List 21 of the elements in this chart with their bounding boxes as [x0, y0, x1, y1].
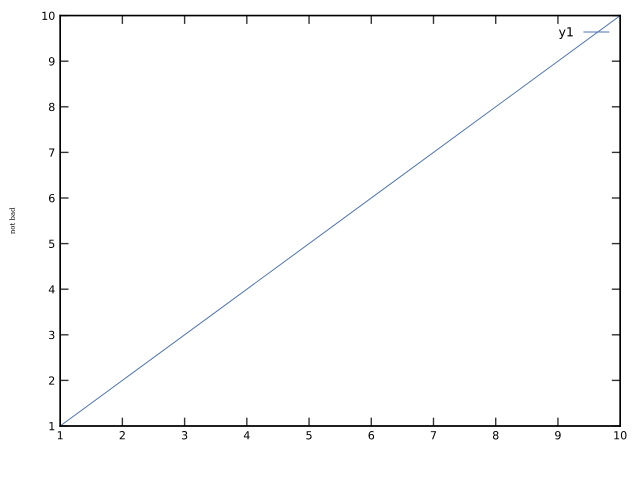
y-tick-label: 8 — [48, 102, 55, 112]
y-tick-label: 6 — [49, 194, 55, 202]
y-tick-label: 7 — [49, 148, 54, 157]
legend-label: y1 — [558, 27, 573, 39]
x-tick-label: 4 — [244, 431, 250, 440]
x-tick-label: 7 — [430, 431, 436, 440]
x-tick-label: 5 — [306, 431, 312, 440]
x-tick-label: 2 — [120, 431, 125, 440]
y-tick-label: 1 — [49, 422, 54, 430]
y-tick-label: 10 — [42, 12, 55, 20]
x-tick-label: 3 — [182, 431, 188, 440]
x-tick-label: 9 — [555, 431, 561, 440]
y-tick-label: 3 — [49, 330, 54, 340]
y-tick-label: 4 — [48, 285, 55, 294]
x-tick-label: 10 — [614, 431, 626, 440]
y-tick-label: 5 — [49, 240, 54, 248]
y-tick-label: 9 — [48, 57, 55, 66]
y-tick-label: 2 — [49, 376, 54, 385]
x-tick-label: 6 — [368, 431, 374, 440]
x-tick-label: 8 — [492, 431, 498, 440]
x-tick-label: 1 — [58, 431, 63, 440]
